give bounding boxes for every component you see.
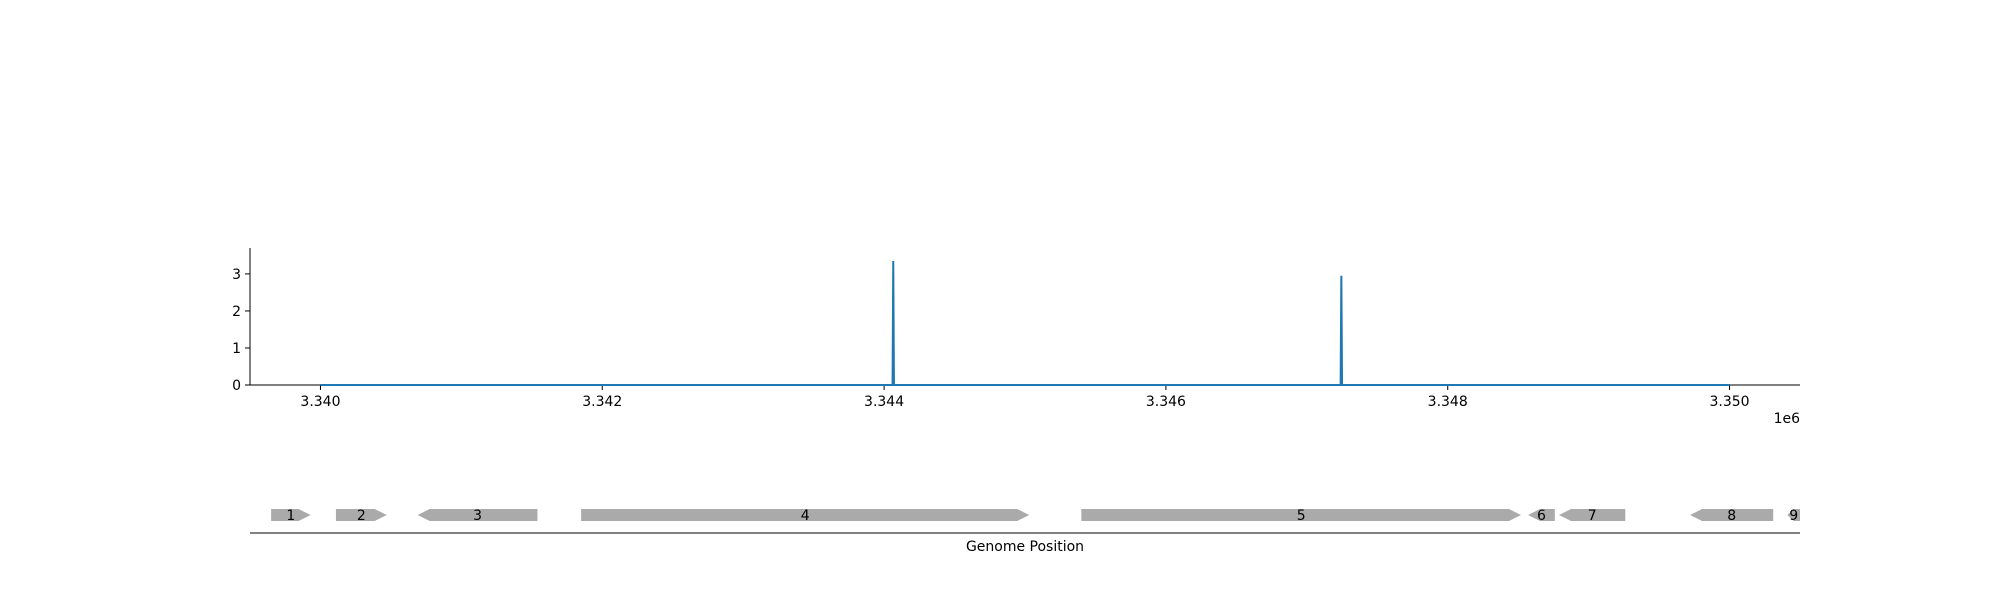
x-tick-label: 3.342: [582, 394, 622, 410]
gene-label: 8: [1727, 508, 1736, 524]
gene-arrow: [271, 509, 311, 521]
x-tick-label: 3.340: [300, 394, 340, 410]
gene-label: 7: [1588, 508, 1597, 524]
gene-label: 9: [1789, 508, 1798, 524]
x-offset-label: 1e6: [1774, 411, 1801, 427]
x-axis-label: Genome Position: [966, 539, 1084, 555]
gene-arrow: [1081, 509, 1521, 521]
gene-label: 3: [473, 508, 482, 524]
x-tick-label: 3.348: [1428, 394, 1468, 410]
coverage-line: [320, 260, 1730, 386]
y-tick-label: 1: [232, 341, 241, 357]
x-tick-label: 3.350: [1709, 394, 1749, 410]
coverage-plot: 0 1 2 3 3.340 3.342 3.344 3.346 3.348 3.350 1e6: [232, 248, 1800, 427]
gene-arrow: [1528, 509, 1555, 521]
y-tick-label: 0: [232, 378, 241, 394]
genes-group: 1 2 3 4 5 6 7 8 9: [271, 508, 1800, 524]
x-tick-label: 3.344: [864, 394, 904, 410]
gene-label: 5: [1297, 508, 1306, 524]
gene-arrow: [581, 509, 1030, 521]
x-tick-label: 3.346: [1146, 394, 1186, 410]
gene-label: 1: [286, 508, 295, 524]
y-ticks: 0 1 2 3: [232, 267, 250, 394]
x-ticks: 3.340 3.342 3.344 3.346 3.348 3.350: [300, 385, 1750, 410]
gene-arrow: [335, 509, 387, 521]
gene-track: 1 2 3 4 5 6 7 8 9 Genome Position: [250, 508, 1800, 555]
gene-label: 6: [1537, 508, 1546, 524]
gene-arrow: [1690, 509, 1774, 521]
gene-arrow: [417, 509, 538, 521]
series-group: [320, 260, 1730, 386]
gene-arrow: [1559, 509, 1626, 521]
gene-label: 4: [801, 508, 810, 524]
y-tick-label: 3: [232, 267, 241, 283]
gene-arrow: [1787, 509, 1800, 521]
gene-label: 2: [357, 508, 366, 524]
y-tick-label: 2: [232, 304, 241, 320]
